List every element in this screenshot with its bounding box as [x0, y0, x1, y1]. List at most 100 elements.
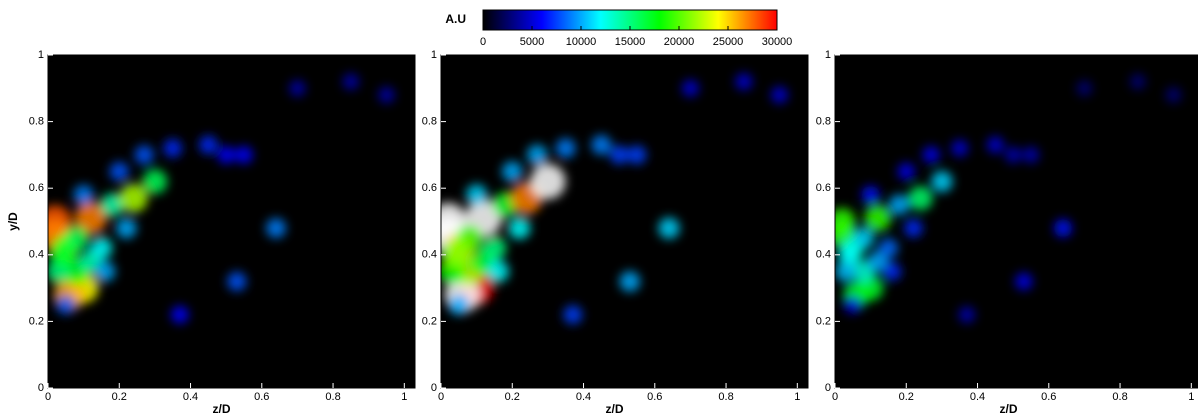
heat-spot [526, 144, 548, 166]
heat-spot [986, 136, 1005, 154]
heat-spot [867, 251, 889, 272]
y-tick-label: 0.6 [422, 182, 437, 194]
x-tick-label: 0 [832, 391, 838, 403]
x-tick-label: 0.6 [254, 391, 269, 403]
heat-spot [861, 185, 880, 204]
x-tick-label: 0.4 [970, 391, 985, 403]
heat-spot [378, 86, 395, 104]
heat-spot [100, 193, 124, 217]
heat-blobs [835, 73, 1182, 324]
y-tick-label: 0 [38, 382, 44, 394]
heat-spot [501, 161, 523, 182]
heat-spot [770, 86, 789, 104]
y-tick-label: 0.4 [816, 249, 831, 261]
heat-spot [465, 184, 488, 206]
heat-spot [908, 186, 933, 211]
heat-spot [64, 225, 89, 251]
heat-spot [487, 260, 510, 283]
y-tick-label: 0.6 [816, 182, 831, 194]
x-tick-label: 0.2 [505, 391, 520, 403]
colorbar-tick-label: 25000 [713, 36, 744, 48]
x-tick-label: 0.2 [112, 391, 127, 403]
y-tick-label: 1 [825, 49, 831, 61]
heat-spot [289, 79, 306, 97]
heat-spot [217, 145, 236, 164]
plot-frame [47, 54, 416, 389]
heatmap [48, 73, 395, 324]
x-axis-label: z/D [1000, 402, 1018, 416]
y-tick-label: 0.8 [422, 116, 437, 128]
colorbar-tick-label: 5000 [520, 36, 544, 48]
heat-spot [864, 204, 892, 232]
heat-spot [266, 218, 287, 239]
heat-spot [843, 295, 862, 314]
heat-spot [74, 202, 107, 235]
colorbar-tick-label: 20000 [664, 36, 695, 48]
x-tick-label: 0.4 [576, 391, 591, 403]
x-tick-label: 0.8 [1112, 391, 1127, 403]
heat-spot [897, 162, 916, 181]
heat-spot [49, 242, 75, 268]
y-tick-label: 1 [38, 49, 44, 61]
heatmap [835, 73, 1182, 324]
heat-spot [1053, 219, 1073, 238]
heat-spot [904, 218, 923, 238]
x-tick-label: 1 [794, 391, 800, 403]
heat-spot [234, 145, 253, 164]
y-tick-label: 0.2 [29, 315, 44, 327]
colorbar-tick-label: 10000 [566, 36, 597, 48]
y-tick-label: 0.4 [29, 249, 44, 261]
heat-spot [342, 73, 360, 90]
heat-spot [116, 217, 137, 239]
heat-spot [1129, 73, 1146, 90]
heat-spot [119, 183, 148, 213]
heat-spot [627, 145, 647, 165]
heatmap [441, 72, 789, 325]
x-axis-label: z/D [606, 402, 624, 416]
heat-spot [931, 170, 953, 193]
x-tick-label: 0.6 [647, 391, 662, 403]
heat-spot [1015, 272, 1033, 291]
heat-spot [134, 145, 154, 165]
heat-spot [951, 139, 969, 157]
heat-spot [563, 305, 583, 325]
heat-spot [591, 134, 612, 155]
heat-spot [448, 294, 470, 316]
heat-spot [109, 161, 129, 182]
x-tick-label: 0.8 [718, 391, 733, 403]
x-tick-label: 0 [45, 391, 51, 403]
heat-spot [163, 138, 183, 158]
heat-spot [73, 184, 94, 205]
heat-spot [508, 217, 531, 240]
heat-spot [1004, 146, 1022, 164]
plot-background [441, 55, 808, 388]
heat-spot [619, 271, 641, 292]
y-tick-label: 1 [431, 49, 437, 61]
heat-spot [852, 227, 875, 249]
x-tick-label: 0.2 [899, 391, 914, 403]
heat-spot [199, 135, 218, 155]
plot-frame [834, 54, 1198, 389]
y-tick-label: 0.8 [816, 116, 831, 128]
y-tick-label: 0.4 [422, 249, 437, 261]
heat-spot [882, 262, 902, 281]
plot-frame [440, 54, 809, 389]
colorbar-label: A.U [445, 12, 466, 26]
heat-spot [530, 163, 566, 200]
x-tick-label: 0 [438, 391, 444, 403]
heat-spot [888, 194, 910, 216]
heat-blobs [441, 72, 789, 325]
heat-spot [555, 138, 576, 159]
heat-spot [441, 240, 470, 269]
heat-blobs [48, 73, 395, 324]
heat-spot [56, 295, 76, 315]
plot-background [48, 55, 415, 388]
heat-spot [1076, 80, 1093, 97]
colorbar-tick-label: 15000 [615, 36, 646, 48]
x-tick-label: 0.4 [183, 391, 198, 403]
y-axis-label: y/D [6, 212, 20, 231]
heat-spot [735, 72, 753, 91]
colorbar-tick-label: 0 [480, 36, 486, 48]
y-tick-label: 0.6 [29, 182, 44, 194]
heat-spot [142, 169, 168, 194]
